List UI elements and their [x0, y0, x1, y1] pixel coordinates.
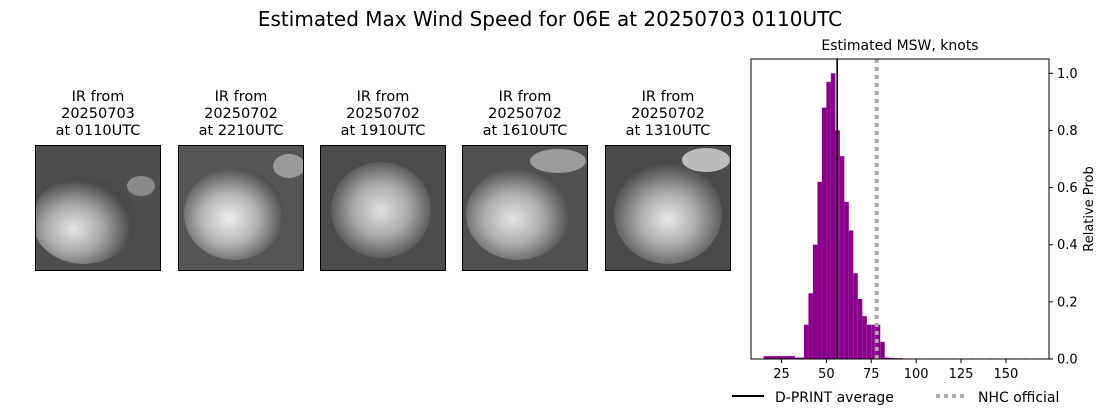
plot-frame — [750, 58, 1050, 360]
ir-panel: IR from 20250703 at 0110UTC — [35, 89, 161, 271]
histogram-bar — [853, 273, 858, 359]
y-tick-label: 1.0 — [1057, 67, 1078, 82]
page-title: Estimated Max Wind Speed for 06E at 2025… — [257, 7, 843, 31]
histogram-bar — [884, 357, 890, 359]
ir-satellite-image — [320, 145, 446, 271]
histogram-bar — [880, 341, 885, 359]
histogram-bars — [763, 73, 1042, 360]
histogram-bar — [777, 356, 782, 359]
histogram-bar — [781, 356, 787, 359]
ir-panel: IR from 20250702 at 1910UTC — [320, 89, 446, 271]
histogram-bar — [763, 356, 769, 359]
y-axis: 0.0 0.2 0.4 0.6 0.8 1.0 — [1049, 67, 1078, 368]
ir-panel: IR from 20250702 at 1310UTC — [605, 89, 731, 271]
histogram-bar — [839, 156, 845, 359]
histogram-bar — [768, 356, 773, 359]
ir-caption: IR from 20250703 at 0110UTC — [55, 89, 141, 139]
ir-panel: IR from 20250702 at 2210UTC — [178, 89, 304, 271]
ir-caption: IR from 20250702 at 1610UTC — [482, 89, 568, 139]
histogram-bar — [772, 356, 778, 359]
x-tick-label: 75 — [863, 367, 880, 382]
ir-satellite-image — [605, 145, 731, 271]
histogram-bar — [830, 73, 836, 360]
legend: D-PRINT average NHC official — [732, 390, 1059, 406]
legend-label-nhc: NHC official — [978, 390, 1059, 406]
histogram-bar — [821, 107, 827, 359]
histogram-bar — [817, 181, 822, 359]
histogram-bar — [808, 293, 813, 359]
histogram-bar — [786, 356, 791, 359]
ir-satellite-image — [462, 145, 588, 271]
y-tick-label: 0.0 — [1057, 353, 1078, 368]
y-tick-label: 0.4 — [1057, 238, 1078, 253]
x-tick-label: 100 — [904, 367, 929, 382]
histogram-bar — [794, 357, 800, 359]
y-axis-label: Relative Prob — [1082, 166, 1097, 251]
histogram-bar — [799, 357, 804, 359]
legend-label-dprint: D-PRINT average — [775, 390, 894, 406]
histogram-bar — [866, 324, 872, 359]
reference-lines — [836, 59, 879, 359]
ir-satellite-image — [178, 145, 304, 271]
x-axis: 25 50 75 100 125 150 — [773, 359, 1018, 382]
histogram-bar — [848, 230, 854, 359]
y-tick-label: 0.8 — [1057, 124, 1078, 139]
chart-title: Estimated MSW, knots — [821, 38, 978, 54]
y-tick-label: 0.2 — [1057, 295, 1078, 310]
histogram-bar — [857, 299, 863, 359]
histogram-bar — [803, 324, 809, 359]
histogram-bar — [790, 356, 795, 359]
histogram-bar — [889, 357, 894, 359]
x-tick-label: 25 — [773, 367, 790, 382]
histogram-bar — [812, 244, 818, 359]
ir-caption: IR from 20250702 at 1910UTC — [340, 89, 426, 139]
histogram-bar — [871, 324, 876, 359]
histogram-bar — [826, 81, 831, 359]
histogram-bar — [862, 316, 867, 359]
x-tick-label: 125 — [949, 367, 974, 382]
ir-caption: IR from 20250702 at 1310UTC — [625, 89, 711, 139]
histogram-bar — [844, 201, 849, 359]
y-tick-label: 0.6 — [1057, 181, 1078, 196]
ir-panel: IR from 20250702 at 1610UTC — [462, 89, 588, 271]
ir-caption: IR from 20250702 at 2210UTC — [198, 89, 284, 139]
x-tick-label: 150 — [994, 367, 1019, 382]
x-tick-label: 50 — [818, 367, 835, 382]
ir-satellite-image — [35, 145, 161, 271]
